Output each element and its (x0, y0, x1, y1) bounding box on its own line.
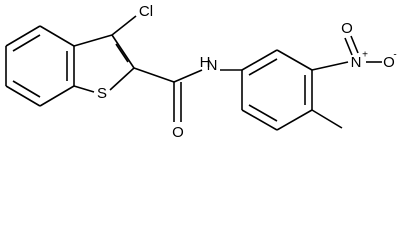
atom-label: O (341, 20, 353, 37)
structure: Cl S O H N N + O O - (5, 3, 397, 141)
atom-label: S (97, 85, 107, 102)
atom-label: N (351, 54, 362, 71)
atom-label: O (172, 124, 184, 141)
bonds (5, 15, 382, 131)
atom-label: Cl (139, 3, 153, 20)
charge: + (362, 50, 368, 61)
charge: - (393, 50, 396, 61)
atom-label: H (200, 54, 211, 71)
atom-label: O (383, 54, 395, 71)
atom-label: N (207, 57, 218, 74)
